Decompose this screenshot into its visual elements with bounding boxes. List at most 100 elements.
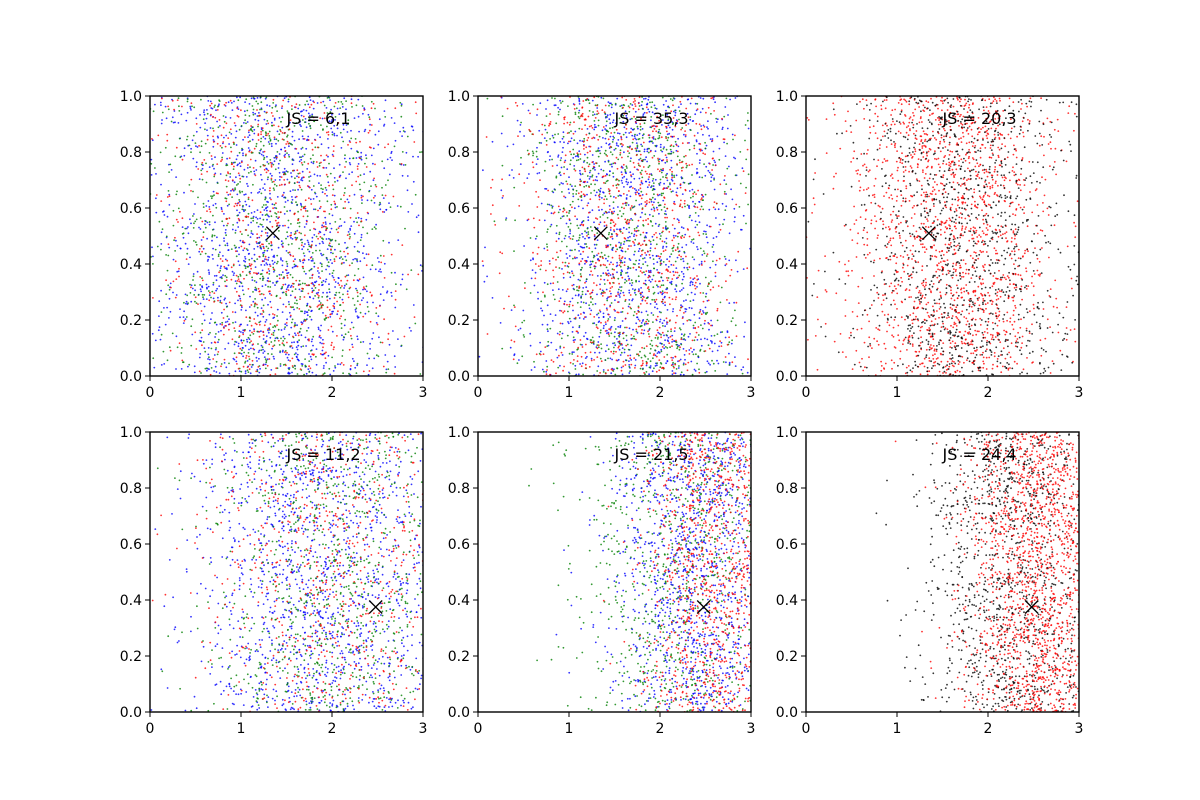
scatter-point (572, 195, 575, 198)
scatter-point (371, 367, 374, 370)
scatter-point (156, 245, 159, 248)
scatter-point (310, 188, 313, 191)
scatter-point (682, 363, 685, 366)
scatter-point (306, 210, 309, 212)
scatter-point (535, 155, 538, 158)
scatter-point (375, 312, 378, 315)
scatter-point (181, 359, 184, 362)
scatter-point (588, 163, 591, 166)
scatter-point (576, 224, 579, 227)
scatter-point (656, 284, 658, 287)
scatter-point (698, 263, 701, 266)
scatter-point (506, 145, 509, 148)
scatter-point (367, 113, 370, 116)
scatter-point (536, 158, 539, 161)
scatter-point (192, 190, 194, 193)
scatter-point (271, 181, 274, 183)
scatter-point (379, 341, 382, 344)
scatter-point (664, 346, 667, 348)
scatter-point (258, 335, 261, 338)
scatter-point (257, 139, 260, 141)
scatter-point (604, 128, 606, 130)
scatter-point (305, 365, 307, 368)
scatter-point (260, 192, 263, 195)
scatter-point (223, 327, 225, 329)
scatter-point (586, 227, 589, 230)
scatter-point (331, 133, 334, 136)
scatter-point (651, 180, 654, 182)
scatter-point (659, 366, 662, 368)
series-points (478, 96, 751, 376)
scatter-point (394, 139, 397, 142)
scatter-point (605, 124, 608, 127)
scatter-point (211, 107, 214, 110)
scatter-point (356, 362, 359, 365)
scatter-point (240, 352, 243, 355)
scatter-point (577, 314, 580, 317)
scatter-point (239, 300, 242, 302)
scatter-point (594, 183, 596, 186)
scatter-point (287, 301, 290, 303)
scatter-point (546, 231, 549, 233)
scatter-point (332, 276, 335, 279)
scatter-point (710, 335, 713, 337)
scatter-point (242, 365, 245, 368)
scatter-point (606, 237, 609, 240)
scatter-point (296, 222, 299, 225)
scatter-point (318, 295, 320, 297)
scatter-point (331, 238, 334, 241)
x-tick-label: 0 (146, 385, 155, 401)
scatter-point (300, 148, 303, 150)
scatter-point (383, 277, 386, 279)
scatter-point (659, 260, 662, 263)
scatter-point (728, 232, 731, 235)
scatter-point (321, 265, 323, 268)
scatter-point (643, 122, 646, 125)
scatter-point (712, 260, 714, 263)
scatter-point (284, 326, 286, 328)
scatter-point (211, 239, 213, 242)
scatter-point (256, 237, 259, 239)
scatter-point (287, 219, 290, 222)
scatter-point (636, 316, 639, 319)
scatter-point (347, 123, 349, 125)
scatter-point (299, 368, 302, 370)
scatter-point (234, 302, 237, 305)
scatter-point (399, 283, 402, 286)
scatter-point (745, 158, 748, 161)
scatter-point (321, 353, 324, 356)
scatter-point (332, 252, 334, 255)
scatter-point (160, 104, 162, 106)
scatter-point (329, 231, 332, 234)
scatter-point (265, 258, 268, 261)
scatter-point (367, 253, 370, 256)
scatter-point (509, 346, 512, 349)
scatter-point (680, 333, 683, 336)
scatter-point (633, 235, 635, 238)
scatter-point (202, 313, 205, 316)
scatter-point (724, 258, 727, 260)
scatter-point (639, 157, 642, 160)
scatter-point (274, 212, 276, 214)
scatter-point (177, 270, 180, 273)
scatter-point (383, 262, 386, 265)
scatter-point (724, 155, 727, 158)
scatter-point (566, 215, 569, 217)
scatter-point (174, 250, 177, 252)
scatter-point (261, 206, 264, 209)
scatter-point (211, 312, 213, 314)
scatter-point (310, 259, 313, 262)
scatter-point (218, 99, 221, 101)
scatter-point (212, 297, 215, 300)
scatter-point (296, 340, 299, 343)
scatter-point (628, 258, 631, 260)
scatter-point (682, 362, 685, 365)
scatter-point (198, 178, 201, 181)
scatter-point (294, 232, 297, 235)
scatter-point (708, 208, 711, 211)
scatter-point (581, 362, 584, 365)
scatter-point (589, 266, 592, 269)
scatter-point (278, 230, 280, 232)
scatter-point (657, 350, 660, 353)
scatter-point (711, 246, 714, 248)
